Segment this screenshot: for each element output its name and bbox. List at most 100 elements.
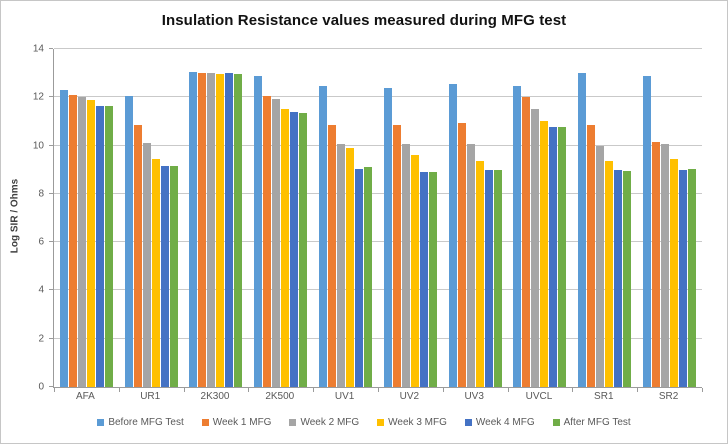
legend-item: Week 1 MFG	[201, 417, 272, 428]
y-axis-tick-labels: 0 2 4 6 8 10 12 14	[1, 44, 47, 393]
legend-item: After MFG Test	[552, 417, 631, 428]
bar	[189, 71, 198, 387]
bar	[59, 90, 68, 387]
y-axis-tick	[49, 241, 53, 243]
bar-group-uv2	[378, 49, 443, 387]
y-axis-tick-label: 12	[32, 91, 44, 103]
legend-swatch	[552, 419, 560, 426]
y-axis-tick	[49, 289, 53, 291]
x-axis-tick	[507, 388, 509, 392]
bar	[484, 169, 493, 387]
bar	[587, 125, 596, 387]
bar	[549, 127, 558, 387]
legend-label: Week 2 MFG	[300, 417, 360, 428]
gridline	[54, 96, 702, 98]
bar	[254, 75, 263, 387]
y-axis-tick-label: 2	[38, 333, 44, 345]
bar	[670, 158, 679, 387]
legend-item: Before MFG Test	[97, 417, 184, 428]
x-axis-tick	[442, 388, 444, 392]
legend-item: Week 3 MFG	[377, 417, 447, 428]
legend-swatch	[201, 419, 209, 426]
y-axis-tick	[49, 337, 53, 339]
y-axis-tick	[49, 48, 53, 49]
legend-item: Week 4 MFG	[464, 417, 535, 428]
x-axis-category-label: 2K300	[200, 391, 230, 402]
bar	[68, 94, 77, 387]
bar-group-sr1	[572, 49, 637, 387]
legend-label: Before MFG Test	[108, 417, 184, 428]
legend-swatch	[97, 419, 105, 426]
x-axis-category-label: 2K500	[265, 391, 295, 402]
x-axis-category-label: UV3	[464, 391, 484, 402]
y-axis-tick-label: 10	[32, 140, 44, 152]
bar	[355, 168, 364, 387]
y-axis-tick-label: 8	[38, 188, 44, 200]
y-axis-tick	[49, 144, 53, 146]
y-axis-tick-label: 0	[38, 381, 44, 393]
x-axis-category-label: UVCL	[525, 391, 553, 402]
gridline	[54, 48, 702, 49]
legend-label: Week 1 MFG	[212, 417, 272, 428]
x-axis-tick	[572, 388, 574, 392]
bar	[457, 122, 466, 387]
x-axis-tick	[248, 388, 250, 392]
bar	[688, 168, 697, 387]
legend-swatch	[289, 419, 297, 426]
bar	[160, 166, 169, 387]
bar	[133, 125, 142, 387]
y-axis-tick-label: 4	[38, 284, 44, 296]
x-axis-tick	[118, 388, 120, 392]
gridline	[54, 192, 702, 194]
bar	[531, 109, 540, 387]
bar	[623, 170, 632, 387]
bar	[234, 74, 243, 387]
bar	[522, 97, 531, 387]
bar	[77, 97, 86, 387]
legend-label: Week 3 MFG	[388, 417, 447, 428]
y-axis-tick	[49, 386, 53, 387]
bar	[513, 86, 522, 387]
bar	[272, 98, 281, 387]
bar	[198, 73, 207, 387]
x-axis-category-label: UR1	[140, 391, 161, 402]
bar	[337, 144, 346, 387]
x-axis-tick	[378, 388, 379, 392]
bar-group-2k500	[248, 49, 313, 387]
bar	[540, 121, 549, 387]
bar	[86, 99, 95, 387]
legend-item: Week 2 MFG	[289, 417, 359, 428]
chart-title: Insulation Resistance values measured du…	[161, 12, 567, 29]
x-axis-category-label: SR2	[658, 391, 679, 402]
y-axis-tick	[49, 96, 53, 98]
x-axis-tick	[637, 388, 639, 392]
x-axis-tick	[702, 388, 703, 392]
bar	[142, 143, 151, 387]
x-axis-category-labels: AFA UR1 2K300 2K500 UV1 UV2 UV3 UVCL SR1 SR2	[53, 391, 701, 402]
bar	[216, 74, 225, 387]
legend: Before MFG Test Week 1 MFG Week 2 MFG Week …	[1, 417, 727, 428]
bar	[299, 112, 308, 387]
bar	[392, 125, 401, 387]
x-axis-category-label: UV1	[334, 391, 355, 402]
bar-group-uvcl	[508, 49, 573, 387]
bar	[643, 75, 652, 387]
bar	[328, 125, 337, 387]
bar	[401, 144, 410, 387]
bar	[596, 145, 605, 387]
bar	[364, 167, 373, 387]
bar	[466, 144, 475, 387]
bar	[475, 161, 484, 387]
legend-swatch	[377, 419, 385, 426]
bar	[410, 155, 419, 387]
bar	[319, 86, 328, 387]
plot-area	[49, 48, 703, 392]
x-axis-category-label: UV2	[399, 391, 420, 402]
bar	[104, 105, 113, 387]
bar	[95, 105, 104, 387]
legend-label: After MFG Test	[563, 417, 631, 428]
bar	[383, 87, 392, 387]
bar	[614, 169, 623, 387]
bar	[169, 166, 178, 387]
